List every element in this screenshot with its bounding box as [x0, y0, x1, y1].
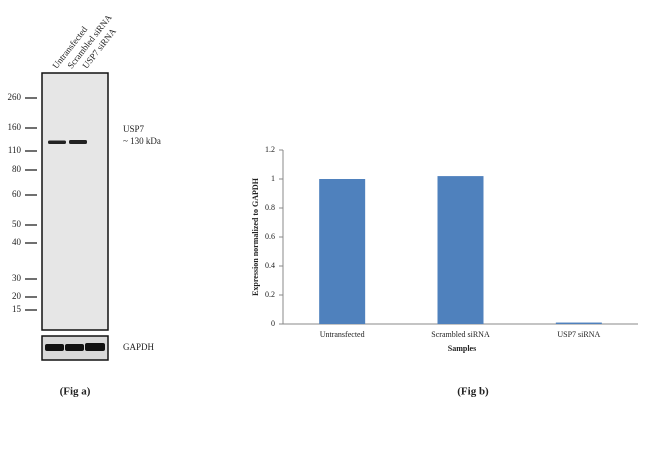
band — [48, 140, 66, 144]
y-axis-label: Expression normalized to GAPDH — [251, 177, 260, 296]
marker-label: 260 — [8, 92, 22, 102]
x-axis-label: Samples — [448, 344, 476, 353]
caption: (Fig b) — [457, 386, 489, 398]
marker-label: 80 — [12, 164, 22, 174]
bar — [437, 176, 484, 324]
y-tick-label: 0.6 — [265, 232, 275, 241]
target-size: ~ 130 kDa — [123, 136, 161, 146]
marker-label: 40 — [12, 237, 22, 247]
caption: (Fig a) — [60, 386, 91, 398]
x-tick-label: Scrambled siRNA — [431, 330, 490, 339]
y-tick-label: 1 — [271, 174, 275, 183]
y-tick-label: 0 — [271, 319, 275, 328]
marker-label: 50 — [12, 219, 22, 229]
bar — [319, 179, 366, 324]
blot-membrane — [41, 72, 109, 331]
band — [45, 344, 64, 351]
target-label: USP7 — [123, 124, 145, 134]
marker-label: 15 — [12, 304, 22, 314]
band — [65, 344, 84, 351]
marker-label: 30 — [12, 273, 22, 283]
marker-label: 60 — [12, 189, 22, 199]
blot-panel: USP7 ~ 130 kDa GAPDH (Fig a) — [41, 72, 161, 398]
marker-label: 110 — [8, 145, 22, 155]
marker-label: 20 — [12, 291, 22, 301]
loading-label: GAPDH — [123, 342, 155, 352]
y-tick-label: 1.2 — [265, 145, 275, 154]
x-tick-label: USP7 siRNA — [557, 330, 600, 339]
band — [85, 343, 105, 351]
band — [69, 140, 87, 144]
y-tick-label: 0.2 — [265, 290, 275, 299]
marker-label: 160 — [8, 122, 22, 132]
bar — [555, 322, 602, 324]
x-tick-label: Untransfected — [320, 330, 365, 339]
y-tick-label: 0.8 — [265, 203, 275, 212]
y-tick-label: 0.4 — [265, 261, 275, 270]
